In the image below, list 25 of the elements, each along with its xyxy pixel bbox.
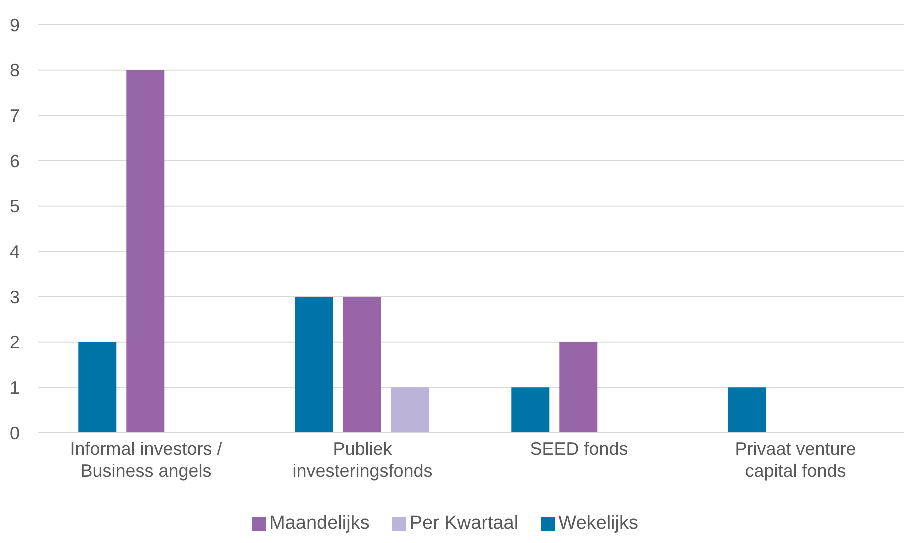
x-tick-label: Informal investors / Business angels: [70, 439, 222, 481]
y-tick-label: 4: [10, 242, 20, 262]
y-tick-label: 1: [10, 378, 20, 398]
y-tick-label: 5: [10, 196, 20, 217]
legend-label: Per Kwartaal: [410, 513, 519, 534]
y-tick-label: 2: [10, 332, 20, 353]
bar: [78, 342, 117, 433]
x-tick-label: Publiek investeringsfonds: [292, 439, 433, 481]
y-tick-label: 3: [10, 287, 20, 308]
bar: [126, 70, 165, 433]
x-tick-label: Privaat venture capital fonds: [735, 439, 856, 481]
y-tick-label: 8: [10, 60, 20, 81]
y-tick-label: 0: [10, 423, 20, 444]
bar: [295, 297, 334, 433]
bar: [512, 388, 550, 433]
x-tick-label: SEED fonds: [530, 439, 628, 459]
y-tick-label: 9: [10, 15, 20, 36]
bar: [391, 388, 430, 433]
bar: [728, 388, 766, 433]
y-tick-label: 6: [10, 151, 20, 172]
bar: [343, 297, 382, 433]
legend-label: Maandelijks: [270, 513, 370, 534]
legend-label: Wekelijks: [558, 513, 638, 534]
y-tick-label: 7: [10, 106, 20, 126]
bar: [560, 342, 598, 433]
